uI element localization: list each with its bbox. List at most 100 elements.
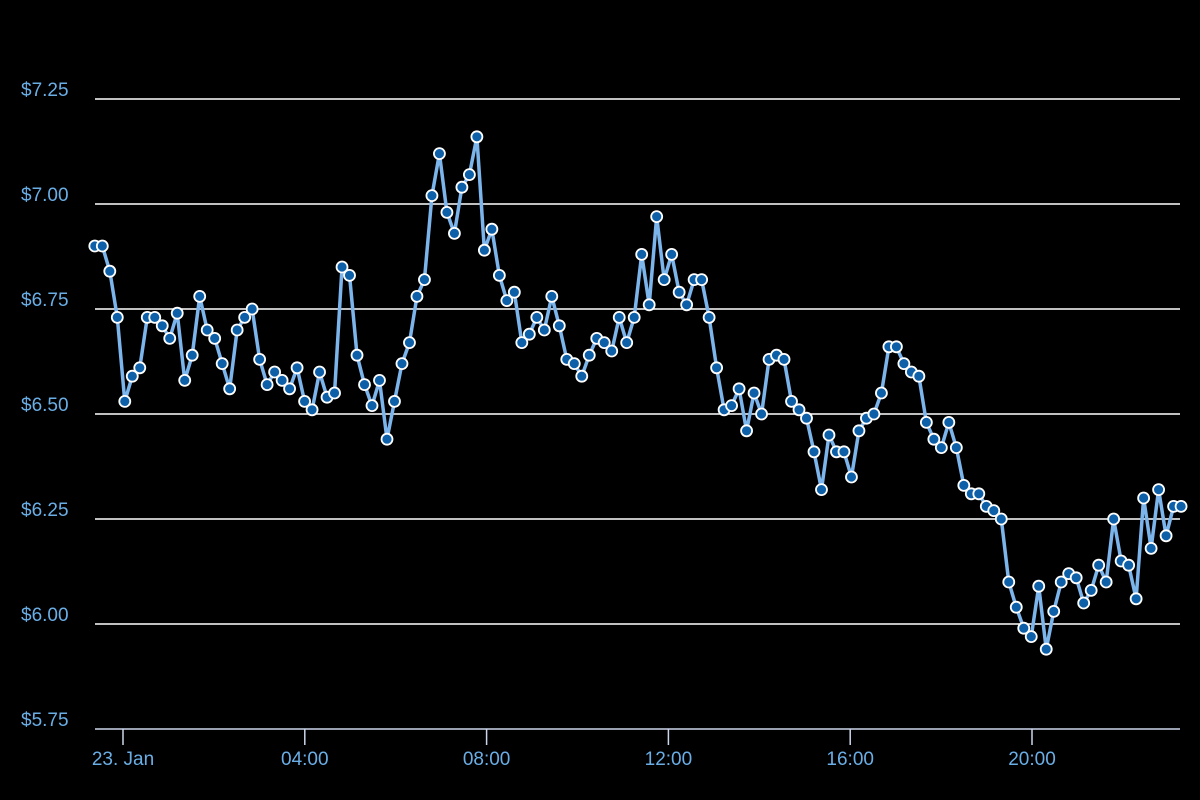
data-point[interactable] bbox=[350, 348, 364, 362]
data-point[interactable] bbox=[462, 168, 476, 182]
data-point[interactable] bbox=[1137, 491, 1151, 505]
data-point[interactable] bbox=[492, 268, 506, 282]
data-point[interactable] bbox=[1122, 558, 1136, 572]
data-point[interactable] bbox=[125, 369, 139, 383]
data-point[interactable] bbox=[522, 327, 536, 341]
data-point[interactable] bbox=[215, 357, 229, 371]
data-point[interactable] bbox=[1084, 584, 1098, 597]
data-point[interactable] bbox=[657, 273, 671, 287]
data-point[interactable] bbox=[597, 336, 611, 350]
data-point[interactable] bbox=[875, 386, 888, 400]
data-point[interactable] bbox=[268, 365, 282, 379]
data-point[interactable] bbox=[335, 260, 349, 274]
data-point[interactable] bbox=[305, 403, 319, 417]
data-point[interactable] bbox=[433, 147, 446, 161]
data-point[interactable] bbox=[515, 336, 529, 350]
data-point[interactable] bbox=[403, 336, 416, 350]
data-point[interactable] bbox=[852, 424, 866, 438]
data-point[interactable] bbox=[148, 310, 162, 324]
data-point[interactable] bbox=[380, 432, 394, 446]
data-point[interactable] bbox=[410, 289, 424, 303]
data-point[interactable] bbox=[358, 378, 371, 392]
data-point[interactable] bbox=[1107, 512, 1121, 526]
data-point[interactable] bbox=[537, 323, 551, 337]
data-point[interactable] bbox=[328, 386, 341, 400]
data-point[interactable] bbox=[1152, 483, 1166, 497]
data-point[interactable] bbox=[507, 285, 521, 299]
data-point[interactable] bbox=[230, 323, 244, 337]
data-point[interactable] bbox=[642, 298, 656, 312]
data-point[interactable] bbox=[1002, 575, 1016, 589]
data-point[interactable] bbox=[1092, 558, 1106, 572]
data-point[interactable] bbox=[695, 273, 709, 287]
data-point[interactable] bbox=[418, 273, 431, 287]
data-point[interactable] bbox=[710, 361, 724, 375]
data-point[interactable] bbox=[725, 399, 738, 413]
data-point[interactable] bbox=[822, 428, 836, 442]
data-point[interactable] bbox=[313, 365, 326, 379]
data-point[interactable] bbox=[845, 470, 858, 484]
data-point[interactable] bbox=[912, 369, 926, 383]
data-point[interactable] bbox=[1144, 542, 1158, 555]
data-point[interactable] bbox=[919, 415, 933, 429]
data-point[interactable] bbox=[934, 441, 948, 455]
data-point[interactable] bbox=[867, 407, 881, 421]
data-point[interactable] bbox=[575, 369, 589, 383]
data-point[interactable] bbox=[155, 319, 169, 333]
data-point[interactable] bbox=[897, 357, 911, 371]
data-point[interactable] bbox=[942, 415, 956, 429]
data-point[interactable] bbox=[680, 298, 694, 312]
data-point[interactable] bbox=[755, 407, 768, 421]
data-point[interactable] bbox=[605, 344, 619, 358]
data-point[interactable] bbox=[927, 432, 941, 446]
data-point[interactable] bbox=[792, 403, 806, 417]
data-point[interactable] bbox=[957, 478, 971, 492]
data-point[interactable] bbox=[440, 205, 454, 219]
data-point[interactable] bbox=[95, 239, 109, 253]
data-point[interactable] bbox=[800, 411, 813, 425]
data-point[interactable] bbox=[343, 268, 356, 282]
data-point[interactable] bbox=[747, 386, 761, 400]
data-point[interactable] bbox=[987, 504, 1001, 518]
data-point[interactable] bbox=[253, 352, 267, 366]
data-point[interactable] bbox=[1077, 596, 1091, 610]
data-point[interactable] bbox=[612, 310, 626, 324]
data-point[interactable] bbox=[627, 310, 641, 324]
data-point[interactable] bbox=[373, 373, 386, 387]
data-point[interactable] bbox=[949, 441, 963, 455]
data-point[interactable] bbox=[1174, 499, 1188, 513]
data-point[interactable] bbox=[1009, 600, 1023, 614]
data-point[interactable] bbox=[785, 394, 798, 408]
data-point[interactable] bbox=[110, 310, 124, 324]
data-point[interactable] bbox=[455, 180, 469, 194]
data-point[interactable] bbox=[260, 378, 274, 392]
data-point[interactable] bbox=[635, 247, 649, 261]
data-point[interactable] bbox=[388, 394, 401, 408]
data-point[interactable] bbox=[815, 483, 828, 497]
data-point[interactable] bbox=[485, 222, 499, 236]
data-point[interactable] bbox=[425, 189, 439, 203]
data-point[interactable] bbox=[837, 445, 851, 459]
data-point[interactable] bbox=[1129, 592, 1143, 606]
data-point[interactable] bbox=[298, 394, 311, 408]
data-point[interactable] bbox=[567, 357, 581, 371]
data-point[interactable] bbox=[470, 130, 484, 144]
data-point[interactable] bbox=[208, 331, 222, 345]
data-point[interactable] bbox=[672, 285, 686, 299]
data-point[interactable] bbox=[200, 323, 214, 337]
data-point[interactable] bbox=[193, 289, 207, 303]
data-point[interactable] bbox=[1039, 642, 1053, 656]
data-point[interactable] bbox=[1099, 575, 1113, 589]
data-point[interactable] bbox=[732, 382, 746, 396]
data-point[interactable] bbox=[807, 445, 821, 459]
data-point[interactable] bbox=[178, 373, 192, 387]
data-point[interactable] bbox=[245, 302, 259, 316]
data-point[interactable] bbox=[365, 399, 379, 413]
data-point[interactable] bbox=[545, 289, 559, 303]
data-point[interactable] bbox=[620, 336, 634, 350]
data-point[interactable] bbox=[530, 310, 544, 324]
data-point[interactable] bbox=[994, 512, 1008, 526]
data-point[interactable] bbox=[290, 361, 304, 375]
data-point[interactable] bbox=[477, 243, 491, 257]
data-point[interactable] bbox=[890, 340, 903, 354]
